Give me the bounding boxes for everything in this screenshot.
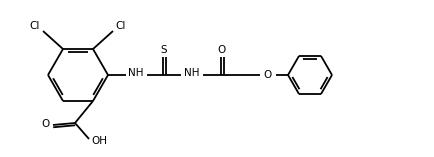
Text: Cl: Cl [30, 21, 40, 31]
Text: O: O [218, 45, 226, 55]
Text: O: O [264, 70, 272, 80]
Text: O: O [42, 119, 50, 129]
Text: Cl: Cl [116, 21, 126, 31]
Text: NH: NH [128, 68, 144, 78]
Text: NH: NH [184, 68, 200, 78]
Text: OH: OH [91, 136, 107, 146]
Text: S: S [161, 45, 168, 55]
